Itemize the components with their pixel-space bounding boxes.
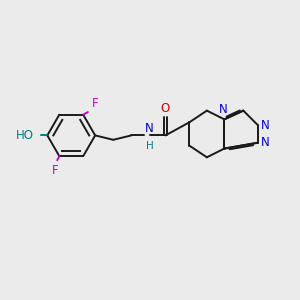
Text: F: F — [52, 164, 58, 177]
Text: HO: HO — [16, 129, 34, 142]
Text: H: H — [146, 141, 154, 151]
Text: F: F — [92, 97, 98, 110]
Text: N: N — [261, 119, 270, 132]
Text: N: N — [261, 136, 270, 149]
Text: N: N — [145, 122, 153, 134]
Text: N: N — [219, 103, 228, 116]
Text: O: O — [161, 102, 170, 115]
